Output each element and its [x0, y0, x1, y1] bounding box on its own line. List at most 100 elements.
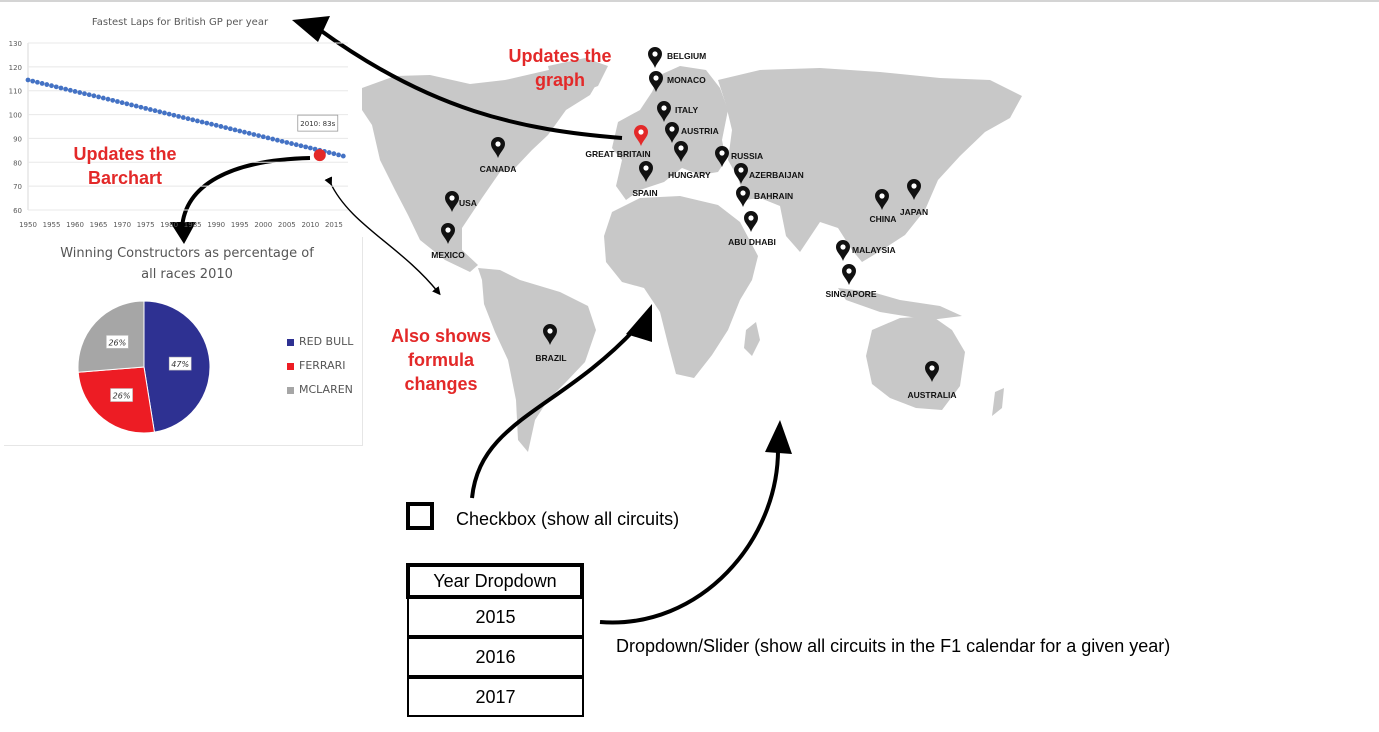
pin-monaco[interactable]: MONACO	[649, 71, 706, 92]
data-point[interactable]	[246, 130, 252, 136]
data-point[interactable]	[270, 136, 276, 142]
data-point[interactable]	[293, 142, 299, 148]
data-point[interactable]	[242, 129, 247, 135]
show-all-circuits-checkbox[interactable]	[406, 502, 434, 530]
data-point[interactable]	[72, 89, 78, 94]
data-point[interactable]	[204, 120, 210, 126]
pin-malaysia[interactable]: MALAYSIA	[836, 240, 896, 261]
data-point[interactable]	[157, 109, 163, 115]
pin-belgium[interactable]: BELGIUM	[648, 47, 706, 68]
data-point[interactable]	[326, 150, 332, 155]
data-point[interactable]	[162, 110, 167, 116]
data-point[interactable]	[336, 152, 341, 158]
data-point[interactable]	[119, 100, 125, 106]
x-tick-label: 1970	[113, 221, 131, 229]
data-point[interactable]	[213, 122, 219, 128]
pin-mexico[interactable]: MEXICO	[431, 222, 465, 260]
data-point[interactable]	[49, 83, 54, 89]
data-point[interactable]	[298, 143, 304, 149]
pin-japan[interactable]: JAPAN	[900, 179, 928, 217]
data-point[interactable]	[209, 121, 214, 127]
data-point[interactable]	[199, 119, 205, 125]
data-point[interactable]	[289, 141, 294, 146]
pin-usa[interactable]: USA	[445, 191, 477, 212]
pin-azerbaijan[interactable]: AZERBAIJAN	[734, 163, 804, 184]
data-point[interactable]	[77, 90, 83, 95]
data-point[interactable]	[129, 102, 134, 108]
pin-russia[interactable]: RUSSIA	[715, 146, 763, 167]
arrow-to-barchart	[180, 156, 311, 229]
data-point[interactable]	[91, 93, 97, 99]
pin-bahrain[interactable]: BAHRAIN	[736, 186, 793, 207]
data-point[interactable]	[232, 127, 238, 133]
data-point[interactable]	[124, 101, 130, 107]
data-point[interactable]	[152, 108, 158, 114]
arrow-to-barchart-head	[170, 222, 196, 244]
data-point[interactable]	[53, 84, 59, 90]
data-point[interactable]	[67, 87, 73, 93]
pin-china[interactable]: CHINA	[870, 189, 897, 224]
annotation-formula-changes: Also shows formula changes	[366, 324, 516, 396]
data-point[interactable]	[147, 107, 153, 112]
data-point[interactable]	[133, 103, 139, 109]
pin-abu-dhabi[interactable]: ABU DHABI	[728, 211, 776, 247]
data-point[interactable]	[138, 104, 144, 110]
selected-data-point[interactable]	[313, 149, 326, 162]
data-point[interactable]	[105, 96, 111, 102]
pin-italy[interactable]: ITALY	[657, 101, 698, 122]
data-point[interactable]	[171, 112, 177, 118]
pin-spain[interactable]: SPAIN	[632, 161, 658, 198]
data-point[interactable]	[227, 126, 233, 132]
data-point[interactable]	[180, 115, 186, 120]
data-point[interactable]	[25, 77, 31, 83]
data-point[interactable]	[260, 134, 266, 140]
pin-brazil[interactable]: BRAZIL	[535, 324, 567, 363]
data-point[interactable]	[110, 97, 116, 103]
data-point[interactable]	[44, 82, 50, 87]
pin-hungary[interactable]: HUNGARY	[668, 141, 711, 180]
year-option-2017[interactable]: 2017	[407, 677, 584, 717]
data-point[interactable]	[143, 105, 149, 111]
pin-austria[interactable]: AUSTRIA	[665, 122, 719, 143]
data-point[interactable]	[303, 144, 309, 150]
pin-label: AUSTRIA	[681, 126, 719, 136]
pin-great-britain[interactable]: GREAT BRITAIN	[585, 125, 651, 159]
data-point[interactable]	[63, 86, 69, 92]
year-dropdown[interactable]: Year Dropdown	[406, 563, 584, 599]
data-point[interactable]	[39, 81, 45, 86]
data-point[interactable]	[115, 99, 120, 104]
y-tick-label: 60	[13, 207, 22, 215]
data-point[interactable]	[284, 140, 290, 145]
data-point[interactable]	[58, 85, 64, 91]
pin-singapore[interactable]: SINGAPORE	[825, 264, 877, 299]
pin-australia[interactable]: AUSTRALIA	[907, 361, 957, 400]
data-point[interactable]	[185, 116, 191, 122]
data-point[interactable]	[96, 94, 101, 100]
data-point[interactable]	[82, 91, 87, 97]
data-point[interactable]	[35, 79, 40, 85]
data-point[interactable]	[265, 135, 271, 141]
data-point[interactable]	[307, 145, 313, 151]
data-point[interactable]	[256, 133, 261, 139]
map-pin-dot	[661, 105, 667, 111]
data-point[interactable]	[331, 151, 337, 157]
data-point[interactable]	[195, 118, 200, 124]
pin-label: SINGAPORE	[825, 289, 876, 299]
data-point[interactable]	[237, 128, 243, 134]
data-point[interactable]	[166, 111, 172, 117]
data-point[interactable]	[275, 137, 280, 143]
data-point[interactable]	[86, 92, 92, 98]
data-point[interactable]	[279, 138, 285, 144]
data-point[interactable]	[30, 78, 36, 84]
data-point[interactable]	[251, 132, 257, 137]
year-option-2016[interactable]: 2016	[407, 637, 584, 677]
data-point[interactable]	[176, 113, 181, 119]
year-option-2015[interactable]: 2015	[407, 597, 584, 637]
data-point[interactable]	[190, 117, 196, 123]
data-point[interactable]	[223, 125, 229, 130]
map-pin-icon	[836, 240, 850, 261]
data-point[interactable]	[100, 95, 106, 101]
pin-canada[interactable]: CANADA	[480, 137, 517, 174]
data-point[interactable]	[218, 124, 224, 129]
data-point[interactable]	[340, 153, 346, 159]
